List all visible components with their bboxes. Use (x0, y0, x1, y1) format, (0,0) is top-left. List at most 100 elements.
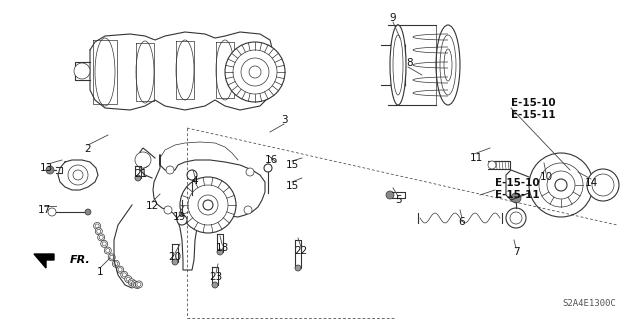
Circle shape (131, 281, 138, 288)
Text: E-15-11: E-15-11 (495, 190, 540, 200)
Circle shape (121, 271, 128, 278)
Circle shape (203, 200, 213, 210)
Circle shape (130, 280, 134, 284)
Circle shape (68, 165, 88, 185)
Circle shape (510, 212, 522, 224)
Circle shape (98, 234, 105, 241)
Ellipse shape (176, 40, 194, 100)
Circle shape (164, 206, 172, 214)
Text: 16: 16 (264, 155, 278, 165)
Circle shape (133, 282, 137, 286)
Circle shape (97, 229, 100, 233)
Circle shape (136, 281, 143, 288)
Text: 14: 14 (584, 178, 598, 188)
Circle shape (233, 50, 277, 94)
Circle shape (122, 273, 126, 277)
Circle shape (555, 179, 567, 191)
Text: 13: 13 (40, 163, 52, 173)
Circle shape (188, 185, 228, 225)
Text: 20: 20 (168, 252, 182, 262)
Circle shape (592, 174, 614, 196)
Circle shape (102, 242, 106, 246)
Circle shape (241, 58, 269, 86)
Text: 7: 7 (513, 247, 519, 257)
Circle shape (114, 262, 118, 266)
Text: 22: 22 (294, 246, 308, 256)
Text: 2: 2 (84, 144, 92, 154)
Circle shape (113, 260, 120, 267)
Circle shape (106, 249, 110, 253)
Circle shape (212, 282, 218, 288)
Circle shape (587, 169, 619, 201)
Text: 4: 4 (192, 176, 198, 186)
Circle shape (99, 235, 103, 239)
Circle shape (48, 208, 56, 216)
Ellipse shape (136, 41, 154, 103)
Circle shape (529, 153, 593, 217)
Circle shape (539, 163, 583, 207)
Circle shape (73, 170, 83, 180)
Circle shape (118, 268, 122, 272)
Circle shape (217, 249, 223, 255)
Text: 6: 6 (459, 217, 465, 227)
Ellipse shape (436, 25, 460, 105)
Text: S2A4E1300C: S2A4E1300C (562, 299, 616, 308)
Circle shape (95, 224, 99, 228)
Ellipse shape (390, 25, 406, 105)
Ellipse shape (444, 49, 452, 81)
Ellipse shape (95, 38, 115, 106)
Circle shape (135, 283, 140, 287)
Text: E-15-10: E-15-10 (511, 98, 556, 108)
Circle shape (386, 191, 394, 199)
Text: 12: 12 (145, 201, 159, 211)
Text: 15: 15 (285, 160, 299, 170)
Circle shape (246, 168, 254, 176)
Text: 18: 18 (216, 243, 228, 253)
Circle shape (249, 66, 261, 78)
Circle shape (74, 63, 90, 79)
Polygon shape (34, 254, 54, 268)
Text: 15: 15 (285, 181, 299, 191)
Circle shape (135, 152, 151, 168)
Text: 1: 1 (97, 267, 103, 277)
Text: 5: 5 (395, 195, 401, 205)
Text: 9: 9 (390, 13, 396, 23)
Text: E-15-11: E-15-11 (511, 110, 556, 120)
Circle shape (116, 266, 124, 273)
Circle shape (128, 279, 135, 286)
Text: 10: 10 (540, 172, 552, 182)
Circle shape (135, 175, 141, 181)
Text: FR.: FR. (70, 255, 91, 265)
Ellipse shape (440, 35, 456, 95)
Circle shape (125, 276, 132, 283)
Circle shape (108, 254, 115, 261)
Circle shape (134, 281, 141, 288)
Text: 21: 21 (134, 169, 148, 179)
Circle shape (85, 209, 91, 215)
Circle shape (198, 195, 218, 215)
Circle shape (244, 206, 252, 214)
Text: 11: 11 (469, 153, 483, 163)
Text: 23: 23 (209, 272, 223, 282)
Circle shape (177, 215, 187, 225)
Circle shape (100, 240, 108, 247)
Circle shape (547, 171, 575, 199)
Circle shape (109, 255, 114, 259)
Circle shape (180, 177, 236, 233)
Circle shape (46, 166, 54, 174)
Text: 17: 17 (37, 205, 51, 215)
Circle shape (187, 170, 197, 180)
Circle shape (506, 208, 526, 228)
Circle shape (166, 166, 174, 174)
Text: E-15-10: E-15-10 (495, 178, 540, 188)
Ellipse shape (216, 40, 234, 100)
Circle shape (137, 282, 141, 286)
Circle shape (295, 265, 301, 271)
Text: 19: 19 (172, 212, 186, 222)
Text: 8: 8 (406, 58, 413, 68)
Circle shape (95, 228, 102, 235)
Circle shape (488, 161, 496, 169)
Circle shape (225, 42, 285, 102)
Circle shape (264, 164, 272, 172)
Circle shape (126, 277, 130, 281)
